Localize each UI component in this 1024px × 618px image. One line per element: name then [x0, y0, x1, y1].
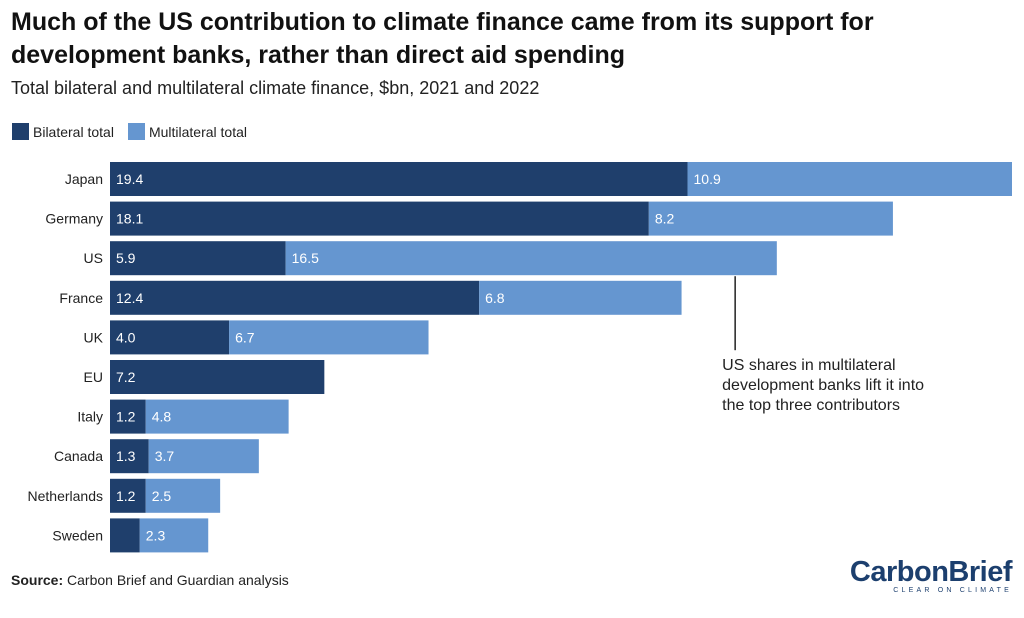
data-label-multilateral-us: 16.5 — [292, 250, 319, 266]
chart-subtitle: Total bilateral and multilateral climate… — [11, 78, 540, 98]
bar-multilateral-uk — [229, 320, 429, 355]
data-label-bilateral-us: 5.9 — [116, 250, 136, 266]
data-label-bilateral-eu: 7.2 — [116, 369, 136, 385]
data-label-multilateral-canada: 3.7 — [155, 448, 175, 464]
bar-multilateral-germany — [648, 201, 893, 236]
source-label: Source: — [11, 572, 64, 588]
bar-chart: Japan 19.4 10.9 Germany 18.1 8.2 US 5.9 16.5 Fran… — [28, 162, 1012, 553]
legend-swatch-multilateral — [127, 123, 145, 140]
data-label-bilateral-netherlands: 1.2 — [116, 488, 136, 504]
annotation-text-line-3: the top three contributors — [722, 397, 900, 414]
category-label-eu: EU — [84, 369, 103, 385]
category-label-germany: Germany — [45, 211, 103, 227]
data-label-multilateral-japan: 10.9 — [694, 171, 721, 187]
bar-bilateral-canada — [110, 439, 149, 474]
bar-multilateral-france — [479, 280, 682, 315]
category-label-uk: UK — [84, 329, 104, 345]
bar-multilateral-japan — [687, 162, 1012, 196]
source-note: Source: Carbon Brief and Guardian analys… — [11, 572, 289, 588]
category-label-canada: Canada — [54, 448, 103, 464]
bar-bilateral-us — [110, 241, 286, 276]
data-label-multilateral-germany: 8.2 — [655, 211, 675, 227]
annotation-text-line-1: US shares in multilateral — [722, 357, 895, 374]
logo-tagline: CLEAR ON CLIMATE — [893, 587, 1012, 594]
legend-swatch-bilateral — [12, 123, 29, 140]
bar-bilateral-netherlands — [110, 478, 146, 513]
annotation-text-line-2: development banks lift it into — [722, 377, 924, 394]
category-label-japan: Japan — [65, 171, 103, 187]
legend: Bilateral total Multilateral total — [12, 123, 261, 140]
bar-bilateral-germany — [110, 201, 649, 236]
bar-multilateral-canada — [148, 439, 259, 474]
bar-bilateral-uk — [110, 320, 230, 355]
bar-bilateral-france — [110, 280, 480, 315]
legend-item-multilateral: Multilateral total — [127, 123, 247, 140]
bar-bilateral-japan — [110, 162, 688, 196]
bar-multilateral-us — [285, 241, 777, 276]
bar-bilateral-eu — [110, 360, 325, 394]
bar-multilateral-netherlands — [145, 478, 221, 513]
data-label-multilateral-sweden: 2.3 — [146, 527, 166, 543]
data-label-bilateral-italy: 1.2 — [116, 409, 136, 425]
chart-title: Much of the US contribution to climate f… — [11, 8, 874, 69]
data-label-multilateral-italy: 4.8 — [152, 409, 172, 425]
data-label-bilateral-canada: 1.3 — [116, 448, 136, 464]
legend-label-multilateral: Multilateral total — [148, 123, 247, 140]
carbon-brief-logo: CarbonBrief CLEAR ON CLIMATE — [849, 556, 1013, 594]
legend-label-bilateral: Bilateral total — [33, 123, 114, 140]
source-text: Carbon Brief and Guardian analysis — [63, 572, 289, 588]
bar-multilateral-sweden — [139, 518, 209, 553]
data-label-multilateral-uk: 6.7 — [235, 329, 255, 345]
data-label-multilateral-netherlands: 2.5 — [152, 488, 172, 504]
logo-wordmark: CarbonBrief — [849, 556, 1013, 588]
category-label-france: France — [59, 290, 103, 306]
bar-bilateral-sweden — [110, 518, 140, 553]
category-label-us: US — [84, 250, 103, 266]
data-label-bilateral-germany: 18.1 — [116, 211, 143, 227]
category-label-netherlands: Netherlands — [28, 488, 104, 504]
bar-bilateral-italy — [110, 399, 146, 434]
data-label-bilateral-japan: 19.4 — [116, 171, 143, 187]
legend-item-bilateral: Bilateral total — [12, 123, 114, 140]
category-label-sweden: Sweden — [52, 527, 103, 543]
data-label-multilateral-france: 6.8 — [485, 290, 505, 306]
data-label-bilateral-france: 12.4 — [116, 290, 143, 306]
category-label-italy: Italy — [77, 409, 103, 425]
data-label-bilateral-uk: 4.0 — [116, 329, 136, 345]
bar-multilateral-italy — [145, 399, 289, 434]
